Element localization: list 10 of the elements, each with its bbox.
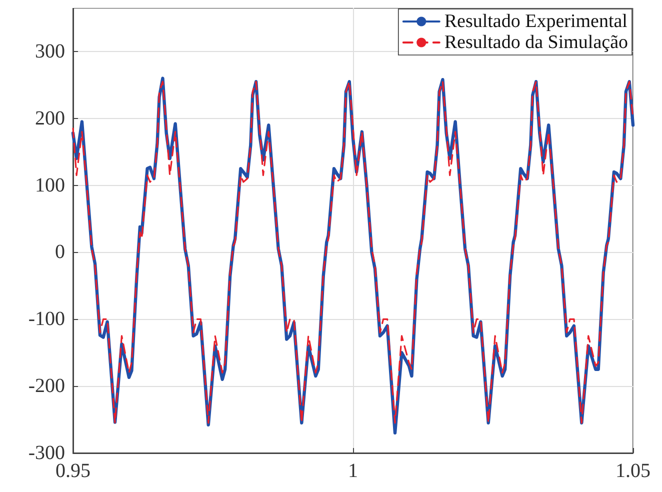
legend-label: Resultado Experimental (444, 11, 628, 32)
y-tick-label: -200 (28, 375, 65, 398)
x-tick-label: 1.05 (616, 460, 650, 482)
y-tick-label: 0 (55, 241, 65, 264)
y-tick-label: 200 (35, 107, 65, 130)
y-tick-label: 100 (35, 174, 65, 196)
x-tick-label: 1 (348, 460, 358, 482)
legend-label: Resultado da Simulação (444, 32, 628, 53)
y-tick-label: 300 (35, 40, 65, 62)
y-tick-label: -100 (28, 308, 65, 330)
